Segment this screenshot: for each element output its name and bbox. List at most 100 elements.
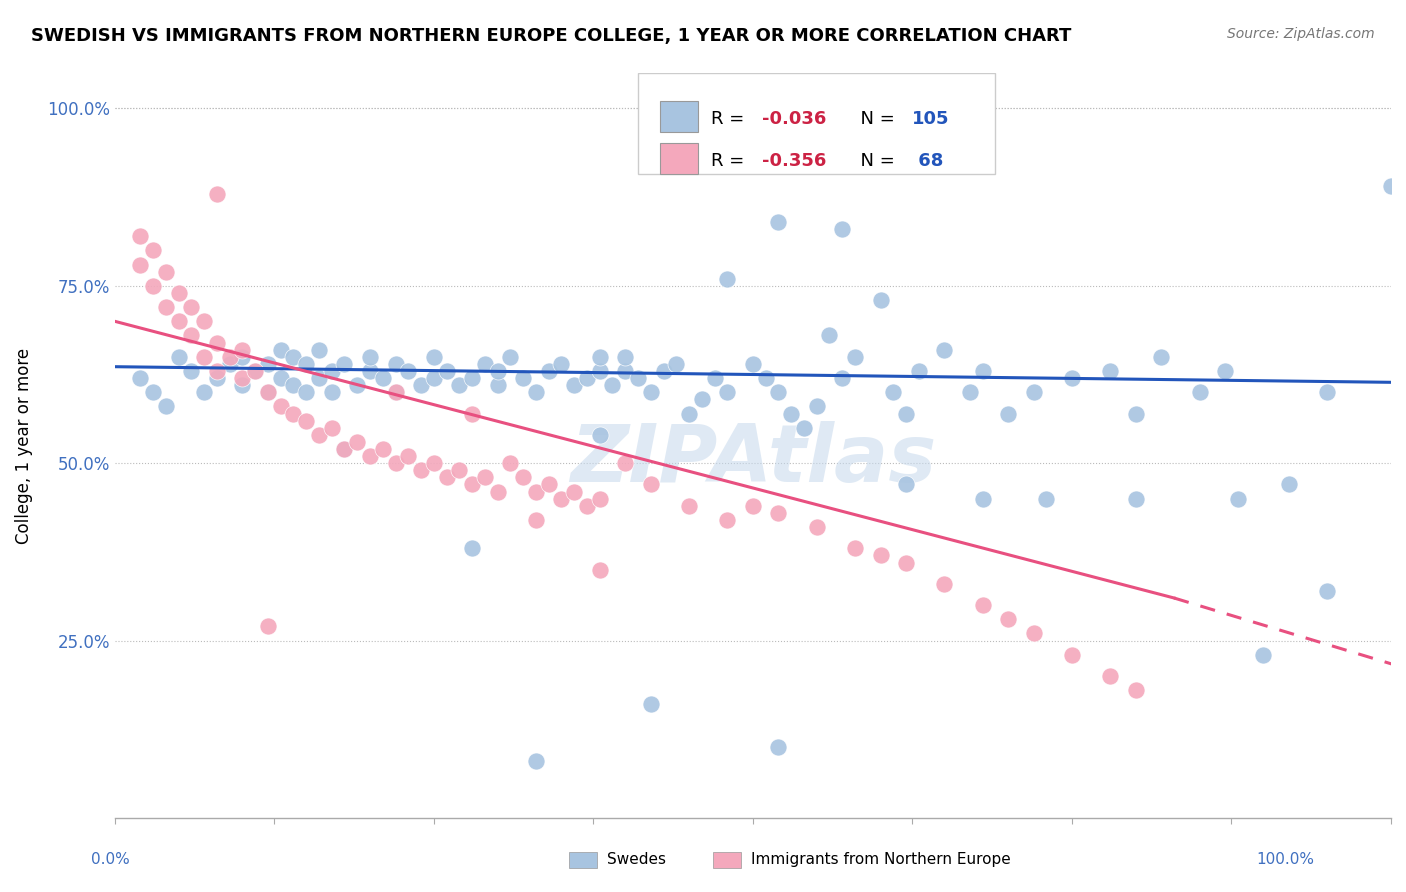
- Text: -0.356: -0.356: [762, 153, 827, 170]
- Point: [231, 350, 253, 364]
- Bar: [713, 852, 741, 868]
- Point: [142, 244, 165, 258]
- Text: 68: 68: [912, 153, 943, 170]
- Point: [167, 314, 190, 328]
- Point: [384, 456, 406, 470]
- Point: [562, 484, 585, 499]
- Point: [1099, 364, 1122, 378]
- Point: [997, 407, 1019, 421]
- Point: [972, 364, 994, 378]
- Point: [1379, 179, 1402, 194]
- Text: Immigrants from Northern Europe: Immigrants from Northern Europe: [751, 853, 1011, 867]
- Point: [844, 541, 866, 556]
- Point: [768, 215, 790, 229]
- Point: [869, 293, 891, 307]
- Point: [142, 385, 165, 400]
- Point: [193, 350, 215, 364]
- Point: [1226, 491, 1249, 506]
- Point: [129, 258, 152, 272]
- Point: [1060, 371, 1083, 385]
- Point: [1125, 407, 1147, 421]
- Point: [844, 350, 866, 364]
- Point: [678, 499, 700, 513]
- Point: [678, 407, 700, 421]
- Point: [155, 265, 177, 279]
- Point: [321, 385, 343, 400]
- Text: N =: N =: [849, 111, 900, 128]
- Point: [218, 357, 240, 371]
- Point: [1188, 385, 1211, 400]
- Point: [231, 343, 253, 357]
- Point: [972, 598, 994, 612]
- Point: [461, 477, 484, 491]
- Point: [716, 271, 738, 285]
- Point: [575, 499, 598, 513]
- Point: [1316, 385, 1339, 400]
- Point: [205, 335, 228, 350]
- Point: [371, 442, 394, 456]
- Point: [537, 364, 560, 378]
- Point: [614, 350, 637, 364]
- Point: [537, 477, 560, 491]
- Point: [589, 563, 612, 577]
- Point: [1213, 364, 1236, 378]
- Point: [831, 371, 853, 385]
- Point: [1253, 648, 1275, 662]
- Point: [486, 484, 509, 499]
- Point: [205, 364, 228, 378]
- Point: [562, 378, 585, 392]
- Y-axis label: College, 1 year or more: College, 1 year or more: [15, 347, 32, 543]
- Point: [295, 385, 318, 400]
- Point: [436, 470, 458, 484]
- Point: [359, 350, 381, 364]
- Point: [321, 364, 343, 378]
- Point: [270, 343, 292, 357]
- Point: [486, 364, 509, 378]
- Point: [1022, 626, 1045, 640]
- Point: [575, 371, 598, 385]
- Point: [959, 385, 981, 400]
- Point: [894, 556, 917, 570]
- Point: [371, 371, 394, 385]
- Point: [384, 357, 406, 371]
- Text: 0.0%: 0.0%: [91, 853, 131, 867]
- Text: R =: R =: [711, 111, 749, 128]
- Point: [193, 314, 215, 328]
- Point: [283, 350, 305, 364]
- Point: [972, 491, 994, 506]
- Point: [640, 477, 662, 491]
- Point: [806, 520, 828, 534]
- Point: [461, 407, 484, 421]
- Point: [346, 378, 368, 392]
- Point: [614, 456, 637, 470]
- Point: [703, 371, 725, 385]
- Point: [741, 499, 763, 513]
- Text: N =: N =: [849, 153, 900, 170]
- Point: [474, 470, 496, 484]
- Text: R =: R =: [711, 153, 749, 170]
- Point: [474, 357, 496, 371]
- Point: [308, 371, 330, 385]
- Point: [755, 371, 778, 385]
- Point: [869, 549, 891, 563]
- Point: [768, 739, 790, 754]
- Point: [142, 278, 165, 293]
- Text: SWEDISH VS IMMIGRANTS FROM NORTHERN EUROPE COLLEGE, 1 YEAR OR MORE CORRELATION C: SWEDISH VS IMMIGRANTS FROM NORTHERN EURO…: [31, 27, 1071, 45]
- Point: [461, 371, 484, 385]
- Point: [512, 470, 534, 484]
- Point: [436, 364, 458, 378]
- Point: [806, 400, 828, 414]
- Point: [243, 364, 266, 378]
- Point: [243, 364, 266, 378]
- Text: 105: 105: [912, 111, 950, 128]
- Point: [167, 285, 190, 300]
- Point: [1022, 385, 1045, 400]
- Point: [665, 357, 688, 371]
- Point: [831, 222, 853, 236]
- Point: [627, 371, 650, 385]
- Point: [614, 364, 637, 378]
- Point: [180, 300, 202, 314]
- Point: [1099, 669, 1122, 683]
- Point: [934, 576, 956, 591]
- Point: [257, 385, 280, 400]
